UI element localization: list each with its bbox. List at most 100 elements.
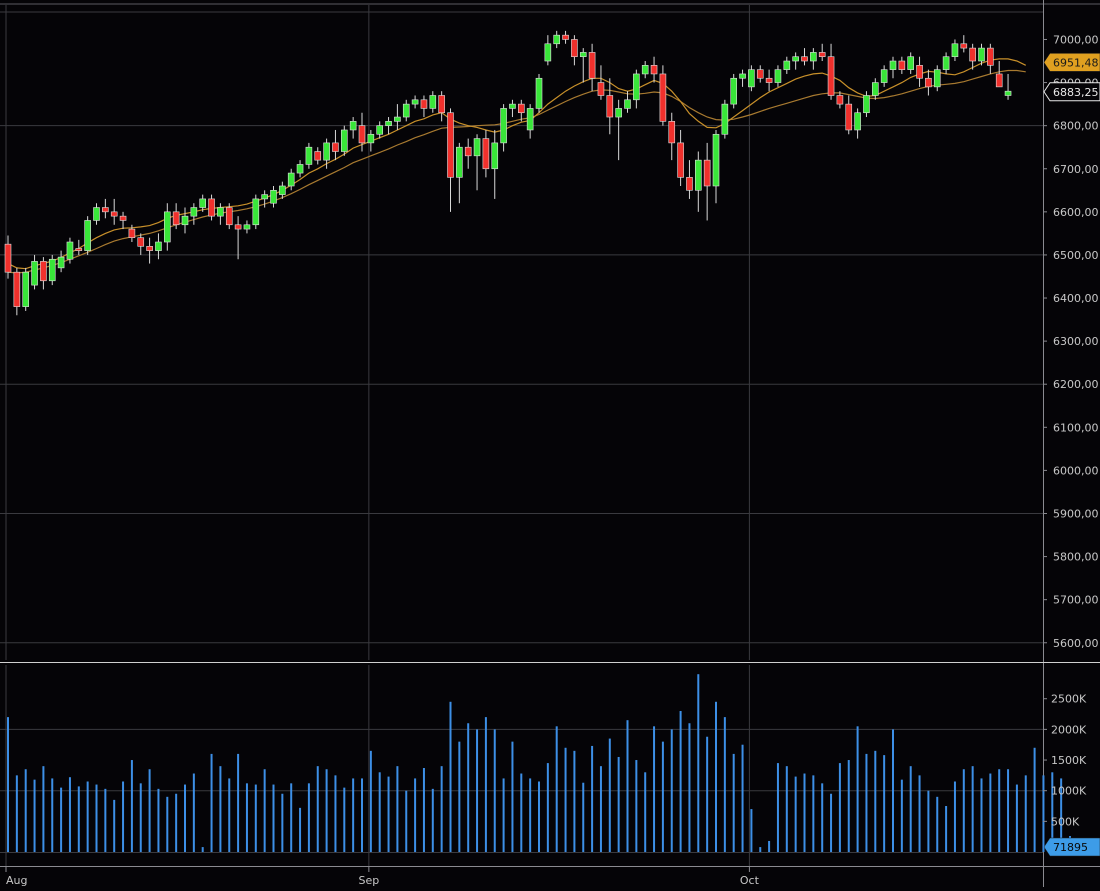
volume-bar — [953, 781, 956, 852]
volume-bar — [785, 766, 788, 852]
price-tick-label: 5800,00 — [1053, 551, 1099, 564]
candle-body-down — [836, 95, 844, 105]
volume-badge: 71895 — [1043, 837, 1100, 857]
volume-bar — [113, 799, 116, 852]
candle-body-up — [871, 82, 879, 96]
volume-axis[interactable]: 500K 1000K 1500K 2000K 2500K — [1043, 693, 1087, 829]
candle-body-up — [863, 95, 870, 114]
candle — [730, 73, 738, 109]
volume-bar — [803, 773, 806, 852]
volume-bar — [998, 769, 1001, 852]
volume-bar — [546, 763, 549, 852]
volume-bar — [502, 778, 505, 852]
price-tick-label: 6100,00 — [1053, 421, 1099, 434]
candle-body-down — [765, 77, 773, 83]
candle — [783, 56, 791, 74]
candle — [942, 52, 950, 74]
price-badge: 6951,48 — [1043, 53, 1100, 72]
volume-bar — [564, 747, 567, 852]
price-tick-label: 6500,00 — [1053, 249, 1099, 262]
candle-body-up — [296, 164, 304, 174]
candle-body-up — [783, 60, 791, 70]
candle-body-down — [650, 65, 658, 75]
candle — [438, 91, 445, 122]
candle — [234, 216, 242, 260]
candle — [93, 203, 100, 225]
volume-bar — [343, 787, 346, 852]
candle-body-down — [137, 237, 145, 247]
candle — [270, 185, 277, 208]
candle — [40, 257, 47, 290]
candle — [916, 56, 923, 87]
volume-bar — [263, 769, 266, 852]
volume-bar — [591, 745, 594, 852]
volume-bar — [175, 793, 178, 852]
candle-body-down — [4, 243, 12, 273]
volume-bar — [422, 768, 425, 852]
volume-bar — [520, 773, 523, 852]
candle — [164, 203, 171, 251]
candle — [925, 69, 932, 96]
candle-body-up — [526, 108, 534, 131]
candle — [279, 181, 286, 199]
candle — [517, 99, 525, 122]
candle-body-down — [172, 211, 180, 226]
volume-bar — [874, 750, 877, 852]
candle — [597, 65, 605, 100]
candle — [181, 207, 189, 234]
volume-bar — [635, 760, 638, 852]
candle — [482, 129, 490, 178]
candle-body-up — [633, 73, 640, 101]
candle — [84, 216, 91, 255]
candle-body-down — [464, 146, 472, 157]
candle — [411, 95, 419, 109]
candle — [367, 129, 375, 152]
volume-bar — [989, 773, 992, 852]
candle-body-up — [491, 142, 499, 170]
volume-bar — [24, 769, 27, 852]
candle-body-up — [340, 129, 348, 152]
candle — [624, 91, 631, 113]
candle-body-down — [818, 52, 826, 58]
candle-body-up — [889, 60, 897, 70]
candle-body-down — [102, 207, 109, 213]
time-axis[interactable]: AugSepOctNovDec26 — [5, 866, 1100, 887]
candle — [659, 65, 667, 126]
candle — [385, 117, 392, 135]
candle — [296, 160, 304, 178]
candle-body-up — [279, 185, 286, 195]
candle-body-up — [181, 215, 189, 226]
candle — [225, 203, 233, 230]
candle-body-down — [119, 215, 127, 221]
candle — [420, 95, 428, 118]
candle-body-down — [146, 246, 153, 251]
candle — [756, 65, 764, 83]
candle-body-down — [447, 112, 454, 178]
volume-bar — [254, 784, 257, 852]
candle — [323, 138, 330, 169]
candle-body-down — [925, 77, 932, 88]
volume-bar — [414, 778, 417, 852]
candle — [332, 129, 339, 161]
candle — [845, 95, 853, 135]
candle — [668, 112, 676, 161]
candle-body-up — [367, 133, 375, 144]
volume-bar — [1042, 775, 1045, 852]
volume-bar — [219, 766, 222, 852]
last-price-badge: 6883,25 — [1043, 82, 1100, 102]
candle-body-up — [349, 121, 357, 131]
candle — [429, 91, 437, 113]
candle — [987, 43, 994, 74]
candle — [102, 198, 109, 219]
candle-body-up — [394, 116, 401, 122]
candle — [898, 56, 906, 74]
volume-bar — [122, 781, 125, 852]
candle-body-down — [225, 207, 233, 226]
candle-body-up — [641, 65, 649, 75]
candle — [358, 112, 366, 152]
candle-body-down — [606, 95, 614, 118]
volume-bar — [529, 778, 532, 852]
volume-bar — [865, 753, 868, 852]
volume-tick-label: 500K — [1051, 815, 1080, 828]
